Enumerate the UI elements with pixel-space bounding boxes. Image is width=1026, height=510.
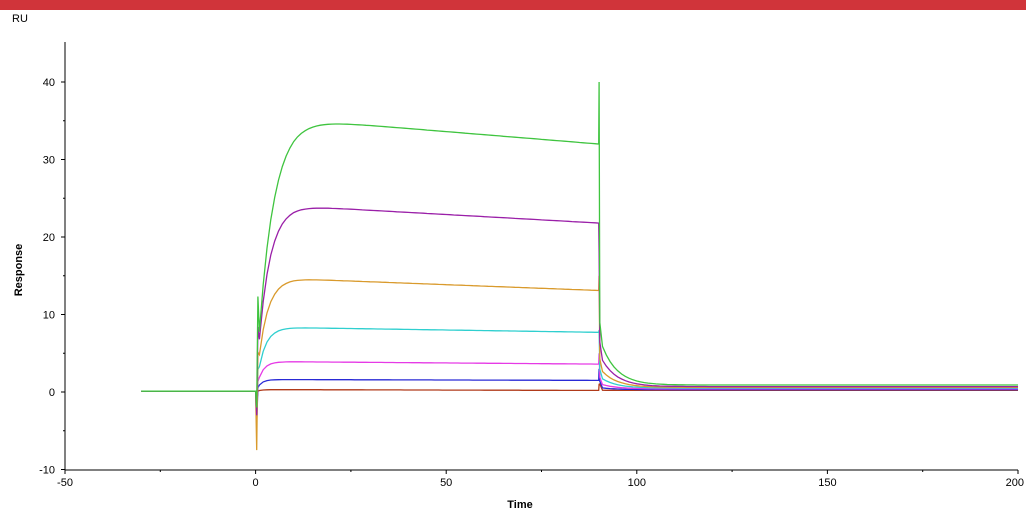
y-tick-label: 40 — [43, 77, 55, 89]
series-line — [141, 81, 1018, 408]
x-tick-label: 0 — [253, 477, 259, 489]
x-tick-label: 50 — [440, 477, 452, 489]
series-line — [141, 353, 1018, 416]
y-tick-label: 0 — [49, 387, 55, 399]
x-tick-label: 200 — [1006, 477, 1024, 489]
ticks-layer: -10 0 10 20 30 40 -50 0 50 100 150 200 — [39, 77, 1024, 489]
series-line — [141, 368, 1018, 424]
series-line — [141, 207, 1018, 416]
y-tick-label: 20 — [43, 232, 55, 244]
x-tick-label: 150 — [818, 477, 836, 489]
series-line — [141, 275, 1018, 451]
y-tick-label: 30 — [43, 155, 55, 167]
y-unit-label: RU — [12, 13, 28, 25]
x-tick-label: 100 — [628, 477, 646, 489]
series-line — [141, 382, 1018, 404]
top-color-band — [0, 0, 1026, 10]
y-tick-label: 10 — [43, 310, 55, 322]
y-tick-label: -10 — [39, 465, 55, 477]
x-axis-title: Time — [507, 499, 532, 510]
series-line — [141, 327, 1018, 424]
x-tick-label: -50 — [57, 477, 73, 489]
y-axis-title: Response — [13, 244, 25, 297]
series-layer — [141, 81, 1018, 451]
